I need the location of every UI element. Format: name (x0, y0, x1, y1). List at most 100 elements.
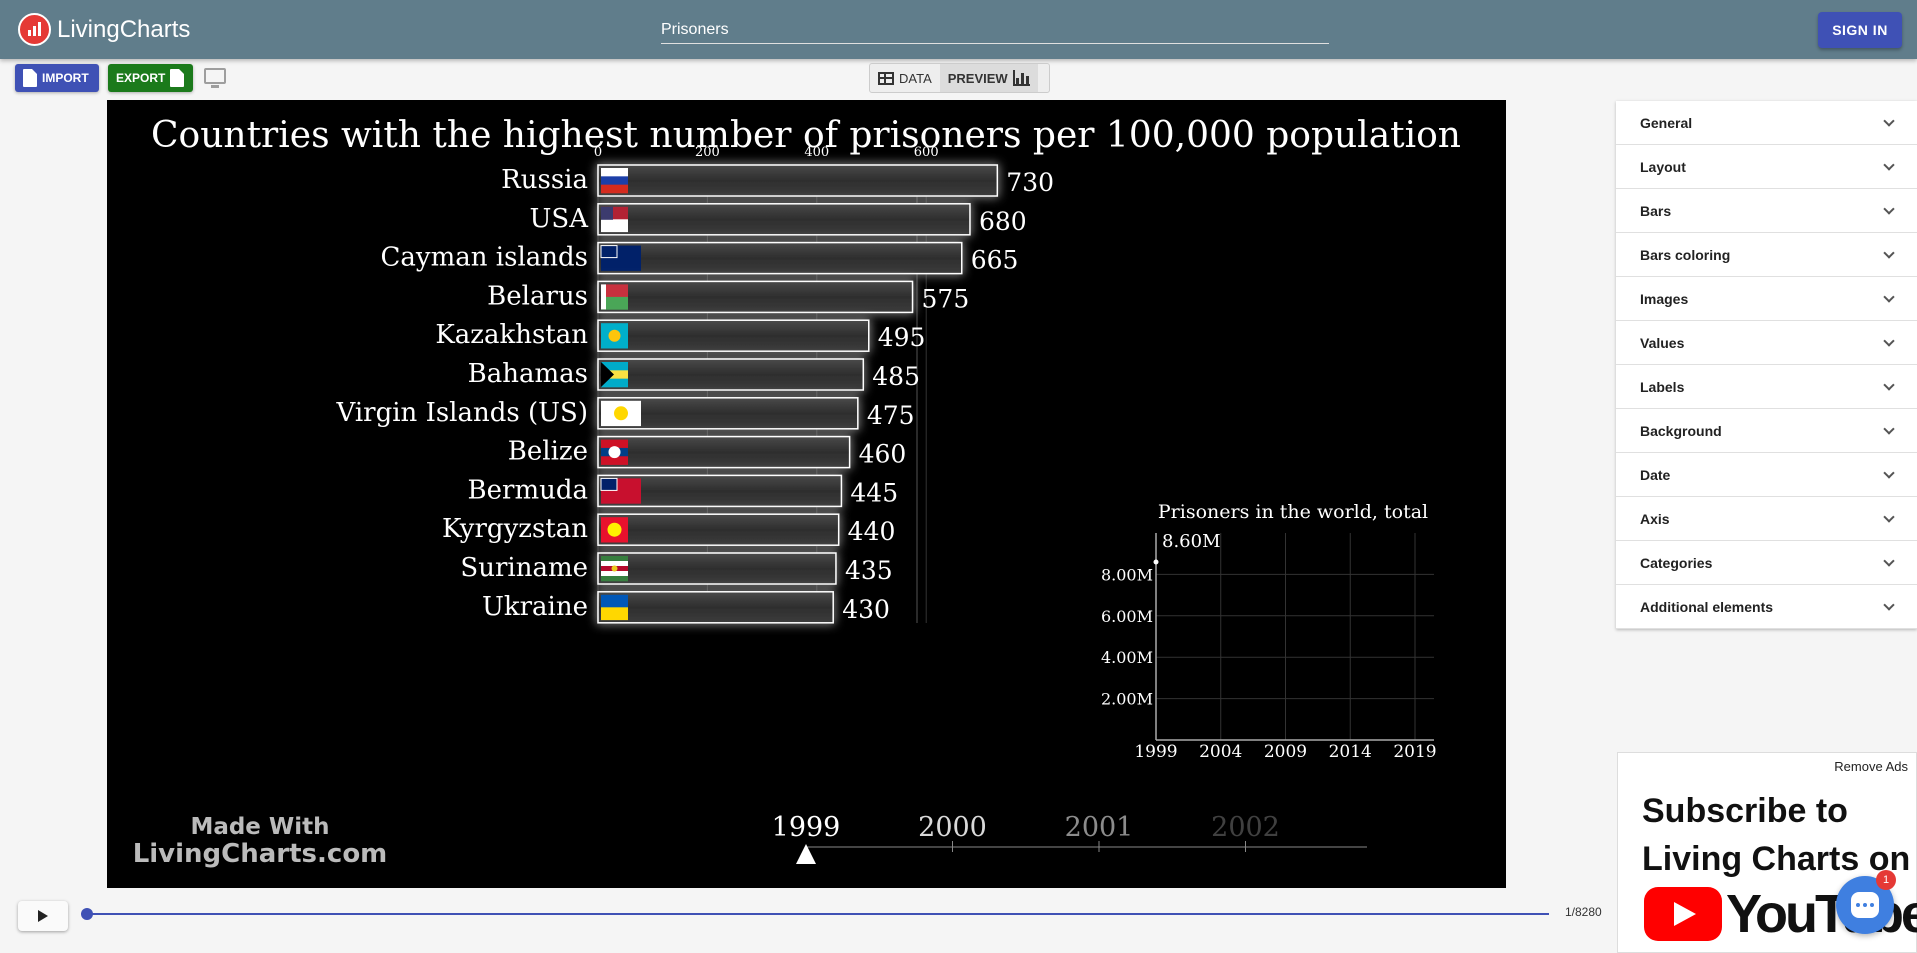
value-label: 730 (1006, 168, 1054, 197)
preview-tab[interactable]: PREVIEW (939, 64, 1038, 92)
virgin-islands-flag (601, 400, 641, 427)
inset-y-tick-label: 6.00M (1101, 607, 1153, 626)
category-label: Virgin Islands (US) (336, 398, 588, 428)
settings-section-general[interactable]: General (1616, 101, 1917, 145)
sign-in-button[interactable]: SIGN IN (1818, 12, 1902, 48)
chevron-down-icon (1883, 158, 1895, 171)
value-label: 475 (867, 401, 915, 430)
settings-section-bars-coloring[interactable]: Bars coloring (1616, 233, 1917, 277)
import-button[interactable]: IMPORT (15, 64, 99, 92)
settings-section-labels[interactable]: Labels (1616, 365, 1917, 409)
chevron-down-icon (1883, 290, 1895, 303)
inset-point (1153, 559, 1159, 565)
chevron-down-icon (1883, 554, 1895, 567)
bar-row: Bermuda 445 (468, 474, 898, 507)
value-label: 665 (971, 246, 1019, 275)
ukraine-flag (601, 594, 628, 621)
play-button[interactable] (18, 901, 68, 931)
timeline-year-label: 1999 (772, 812, 841, 843)
timeline-slider-thumb[interactable] (81, 908, 94, 920)
chevron-down-icon (1883, 378, 1895, 391)
settings-section-images[interactable]: Images (1616, 277, 1917, 321)
bar-row: Bahamas 485 (468, 358, 920, 391)
bar-row: Belarus 575 (487, 280, 970, 313)
chevron-down-icon (1883, 510, 1895, 523)
settings-section-label: Date (1640, 466, 1671, 483)
chart-title: Countries with the highest number of pri… (151, 115, 1461, 156)
bar (597, 552, 837, 585)
chart-title-input[interactable] (661, 16, 1329, 44)
flag-star (611, 565, 618, 572)
app-name: LivingCharts (57, 15, 191, 43)
frame-counter: 1/8280 (1565, 905, 1602, 919)
flag-stripe (601, 571, 628, 577)
value-label: 575 (922, 284, 970, 313)
flag-stripe (601, 439, 628, 449)
flag-stripe (601, 556, 628, 562)
settings-section-label: Images (1640, 290, 1689, 307)
bar (597, 435, 851, 469)
flag-stripe (601, 378, 628, 388)
app-logo[interactable]: LivingCharts (18, 13, 190, 46)
import-label: IMPORT (42, 71, 89, 85)
settings-section-label: Additional elements (1640, 598, 1774, 615)
timeline-slider-track[interactable] (86, 913, 1549, 915)
category-label: Russia (501, 165, 588, 195)
file-import-icon (23, 69, 37, 87)
settings-section-label: Axis (1640, 510, 1670, 527)
view-toggle: DATA PREVIEW (869, 63, 1050, 93)
settings-section-label: Values (1640, 334, 1685, 351)
settings-section-additional-elements[interactable]: Additional elements (1616, 585, 1917, 629)
category-label: Kyrgyzstan (442, 514, 588, 544)
suriname-flag (601, 556, 628, 582)
timeline-year-label: 2000 (918, 812, 987, 843)
settings-section-label: General (1640, 114, 1693, 131)
bar (597, 319, 870, 352)
ad-line-2: Living Charts on (1642, 840, 1911, 878)
flag-stripe (601, 219, 628, 233)
flag-emblem (614, 406, 628, 421)
present-monitor-icon[interactable] (204, 68, 226, 88)
settings-section-bars[interactable]: Bars (1616, 189, 1917, 233)
settings-section-categories[interactable]: Categories (1616, 541, 1917, 585)
category-label: Cayman islands (381, 243, 588, 273)
ad-line-1: Subscribe to (1642, 792, 1848, 830)
value-label: 485 (872, 362, 920, 391)
chat-icon (1851, 892, 1879, 918)
settings-section-values[interactable]: Values (1616, 321, 1917, 365)
usa-flag (601, 206, 628, 233)
timeline-year-label: 2001 (1065, 812, 1134, 843)
settings-section-layout[interactable]: Layout (1616, 145, 1917, 189)
settings-section-axis[interactable]: Axis (1616, 497, 1917, 541)
chart-canvas: Countries with the highest number of pri… (107, 100, 1506, 888)
bar (597, 513, 840, 546)
inset-value-label: 8.60M (1162, 531, 1221, 552)
axis-tick-label: 200 (695, 145, 720, 160)
export-button[interactable]: EXPORT (108, 64, 193, 92)
bar (597, 241, 963, 275)
inset-title: Prisoners in the world, total (1158, 501, 1428, 523)
bar (597, 164, 999, 197)
data-tab[interactable]: DATA (870, 64, 940, 92)
flag-canton (600, 245, 618, 259)
bar-chart-race: Countries with the highest number of pri… (133, 115, 1461, 869)
value-label: 440 (848, 517, 896, 546)
kazakhstan-flag (601, 323, 628, 349)
bar-row: Kyrgyzstan 440 (442, 513, 896, 546)
value-label: 460 (859, 440, 907, 469)
remove-ads-link[interactable]: Remove Ads (1834, 759, 1908, 774)
settings-section-label: Labels (1640, 378, 1685, 395)
table-icon (878, 71, 894, 85)
ad-text: Subscribe to Living Charts on (1642, 787, 1910, 883)
chevron-down-icon (1883, 246, 1895, 259)
flag-stripe (601, 176, 628, 185)
category-label: Suriname (460, 553, 588, 583)
settings-section-background[interactable]: Background (1616, 409, 1917, 453)
bar (597, 397, 859, 430)
settings-section-date[interactable]: Date (1616, 453, 1917, 497)
chevron-down-icon (1883, 466, 1895, 479)
inset-x-tick-label: 2004 (1199, 742, 1242, 762)
bahamas-flag (601, 362, 628, 388)
category-label: Belize (508, 437, 588, 467)
belize-flag (601, 439, 628, 465)
